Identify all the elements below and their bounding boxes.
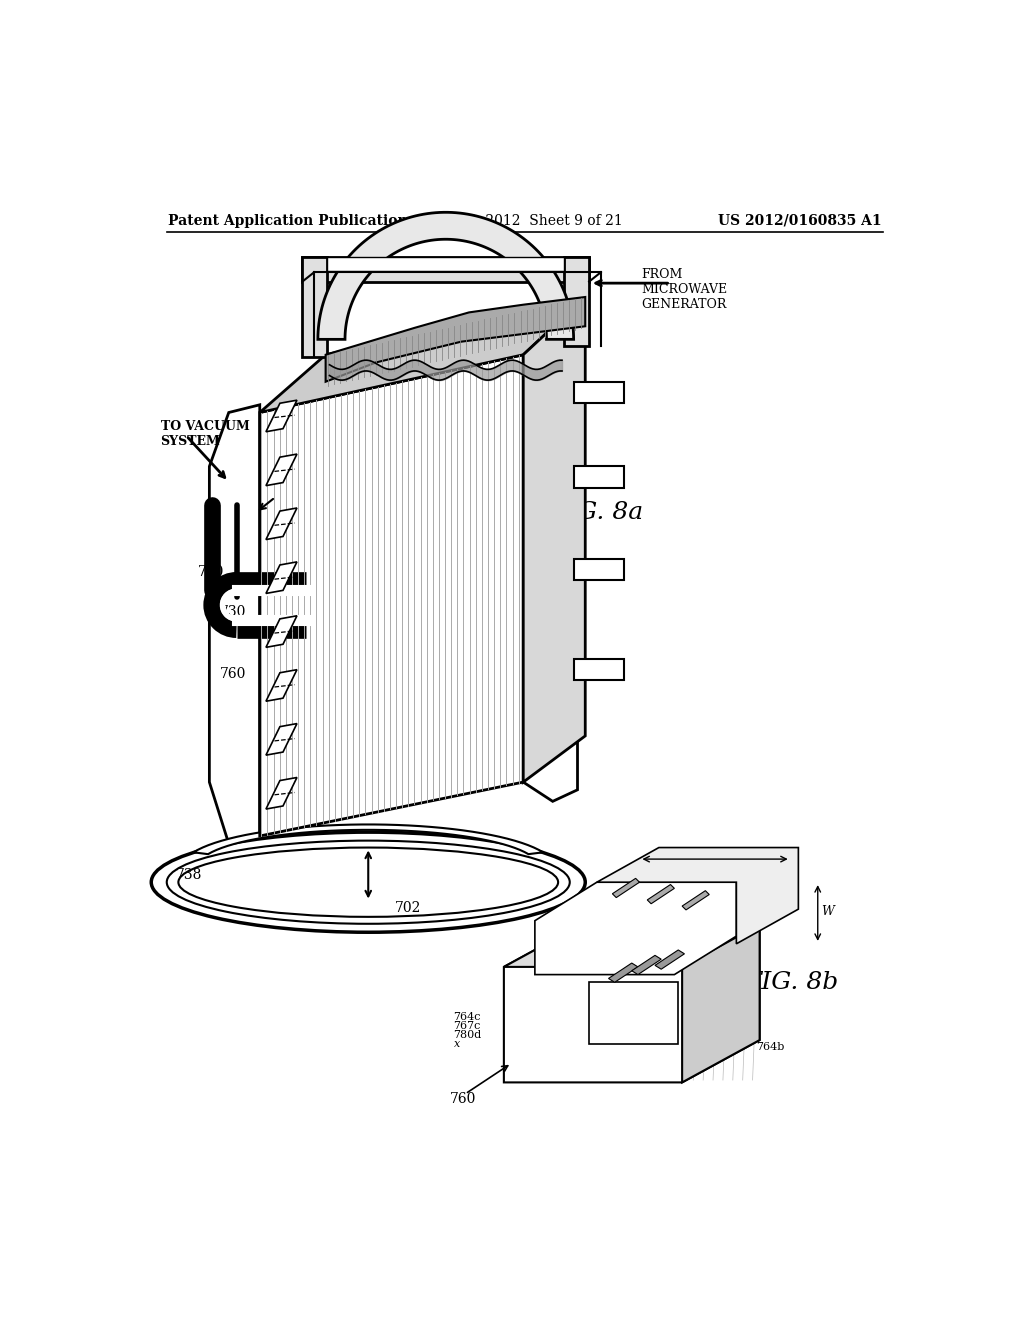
Ellipse shape bbox=[167, 841, 569, 924]
Text: 720: 720 bbox=[198, 565, 224, 579]
Polygon shape bbox=[612, 878, 640, 898]
Polygon shape bbox=[260, 355, 523, 836]
Text: 780b: 780b bbox=[535, 958, 563, 968]
Text: FIG. 8a: FIG. 8a bbox=[550, 502, 643, 524]
Polygon shape bbox=[523, 347, 578, 801]
Bar bbox=[573, 466, 624, 488]
Text: 740: 740 bbox=[267, 486, 294, 500]
Text: 702: 702 bbox=[395, 902, 422, 916]
Text: 767d: 767d bbox=[523, 969, 551, 978]
Text: 767e: 767e bbox=[566, 942, 594, 952]
Polygon shape bbox=[632, 956, 662, 974]
Text: 764b: 764b bbox=[756, 1043, 784, 1052]
Polygon shape bbox=[260, 297, 586, 412]
Text: 760: 760 bbox=[219, 667, 246, 681]
Polygon shape bbox=[504, 924, 760, 966]
Text: L: L bbox=[701, 850, 710, 863]
Text: W: W bbox=[821, 906, 835, 917]
Polygon shape bbox=[266, 508, 297, 540]
Bar bbox=[302, 257, 328, 358]
Text: 739: 739 bbox=[539, 385, 565, 400]
Polygon shape bbox=[266, 454, 297, 486]
Polygon shape bbox=[266, 723, 297, 755]
Polygon shape bbox=[523, 297, 586, 781]
Polygon shape bbox=[317, 213, 573, 339]
Polygon shape bbox=[647, 884, 675, 904]
Polygon shape bbox=[209, 405, 260, 843]
Polygon shape bbox=[266, 669, 297, 701]
Polygon shape bbox=[326, 297, 586, 381]
Text: Jun. 28, 2012  Sheet 9 of 21: Jun. 28, 2012 Sheet 9 of 21 bbox=[427, 214, 623, 228]
Text: 764d: 764d bbox=[512, 978, 540, 989]
Ellipse shape bbox=[152, 832, 586, 932]
Polygon shape bbox=[504, 924, 760, 1082]
Polygon shape bbox=[266, 615, 297, 647]
Polygon shape bbox=[535, 882, 736, 974]
Polygon shape bbox=[682, 891, 710, 909]
Polygon shape bbox=[266, 400, 297, 432]
Text: US 2012/0160835 A1: US 2012/0160835 A1 bbox=[718, 214, 882, 228]
Text: Patent Application Publication: Patent Application Publication bbox=[168, 214, 408, 228]
Text: 767a: 767a bbox=[764, 867, 792, 876]
Text: 730: 730 bbox=[219, 605, 246, 619]
Polygon shape bbox=[194, 825, 543, 854]
Bar bbox=[564, 257, 589, 346]
Text: FIG. 8b: FIG. 8b bbox=[744, 970, 839, 994]
Text: 767b: 767b bbox=[752, 850, 780, 859]
Bar bbox=[328, 257, 564, 271]
Bar bbox=[573, 659, 624, 681]
Bar bbox=[589, 982, 678, 1044]
Polygon shape bbox=[608, 964, 638, 982]
Text: 764a: 764a bbox=[758, 886, 786, 896]
Text: FROM
MICROWAVE
GENERATOR: FROM MICROWAVE GENERATOR bbox=[641, 268, 727, 310]
Polygon shape bbox=[266, 777, 297, 809]
Text: TO VACUUM
SYSTEM: TO VACUUM SYSTEM bbox=[161, 420, 249, 449]
Bar bbox=[302, 257, 589, 281]
Text: 760: 760 bbox=[450, 1092, 476, 1106]
Text: 738: 738 bbox=[176, 869, 203, 882]
Text: 780d: 780d bbox=[454, 1030, 481, 1040]
Polygon shape bbox=[597, 847, 799, 944]
Bar bbox=[573, 381, 624, 404]
Polygon shape bbox=[682, 924, 760, 1082]
Text: x: x bbox=[454, 1039, 460, 1049]
Text: 764c: 764c bbox=[454, 1011, 481, 1022]
Ellipse shape bbox=[178, 847, 558, 917]
Polygon shape bbox=[655, 950, 684, 969]
Polygon shape bbox=[266, 562, 297, 594]
Bar bbox=[573, 558, 624, 581]
Text: 767c: 767c bbox=[454, 1020, 481, 1031]
